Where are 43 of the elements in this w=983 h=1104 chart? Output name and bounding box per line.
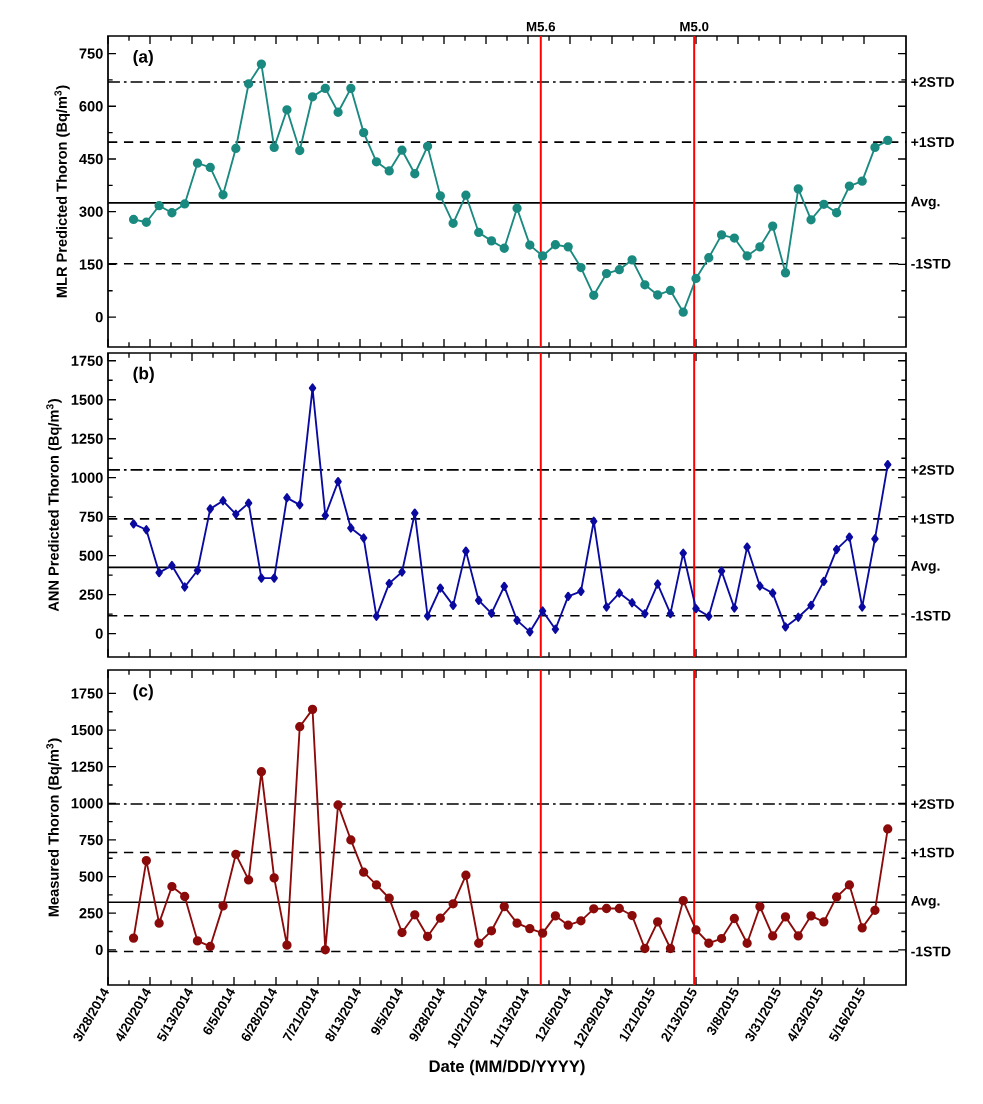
y-tick-label: 1000: [71, 472, 103, 483]
ref-line-label: -1STD: [911, 946, 951, 957]
ref-line-label: +2STD: [911, 799, 954, 809]
x-axis-title: Date (MM/DD/YYYY): [429, 1059, 585, 1076]
y-tick-label: 750: [79, 511, 103, 522]
y-tick-label: 1000: [71, 798, 103, 809]
y-tick-label: 1500: [71, 724, 103, 736]
text: (b): [133, 366, 154, 383]
ref-line-label: +1STD: [911, 513, 954, 524]
y-tick-label: 1500: [71, 394, 103, 405]
ref-line-label: Avg.: [911, 196, 940, 210]
ref-line-label: +2STD: [911, 77, 954, 87]
y-tick-label: 250: [79, 589, 103, 600]
ref-line-label: -1STD: [911, 610, 951, 621]
y-tick-label: 750: [79, 48, 103, 59]
y-tick-label: 0: [95, 628, 103, 639]
y-tick-label: 600: [79, 101, 103, 112]
y-tick-label: 0: [95, 944, 103, 956]
y-axis-title: Measured Thoron (Bq/m$^{3}$): [46, 738, 62, 917]
y-tick-label: 1250: [71, 433, 103, 444]
text: (c): [133, 684, 153, 701]
y-tick-label: 750: [79, 834, 103, 846]
y-tick-label: 500: [79, 871, 103, 882]
y-tick-label: 250: [79, 908, 103, 919]
y-tick-label: 150: [79, 259, 103, 270]
y-tick-label: 1750: [71, 688, 103, 699]
y-axis-title: ANN Predicted Thoron (Bq/m$^{3}$): [46, 399, 62, 612]
y-tick-label: 500: [79, 550, 103, 561]
y-tick-label: 1250: [71, 761, 103, 772]
ref-line-label: +1STD: [911, 137, 954, 148]
ref-line-label: Avg.: [911, 895, 940, 909]
y-tick-label: 450: [79, 153, 103, 165]
ref-line-label: -1STD: [911, 258, 951, 269]
y-tick-label: 0: [95, 311, 103, 323]
ref-line-label: Avg.: [911, 561, 940, 574]
y-tick-label: 1750: [71, 355, 103, 366]
ref-line-label: M5.6: [526, 21, 556, 32]
ref-line-label: +1STD: [911, 847, 954, 858]
text: (a): [133, 50, 153, 67]
y-tick-label: 300: [79, 206, 103, 217]
ref-line-label: M5.0: [680, 21, 709, 32]
ref-line-label: +2STD: [911, 464, 954, 475]
y-axis-title: MLR Predicted Thoron (Bq/m$^{3}$): [54, 85, 70, 298]
